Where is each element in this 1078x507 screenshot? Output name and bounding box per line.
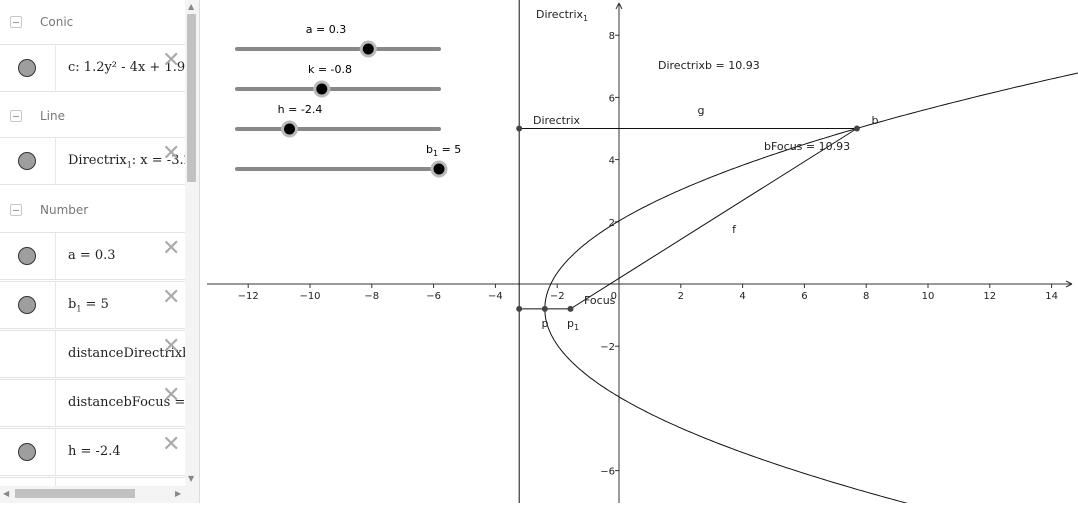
visibility-toggle-icon[interactable]	[18, 152, 36, 170]
x-tick-label: 10	[922, 291, 935, 302]
point-directrix-foot[interactable]	[516, 305, 523, 312]
graphics-view[interactable]: −12 −10 −8 −6 −4 −2 2 4 6 8 10 12 14 0 −6 −2 2 4 6 8 Directr…	[200, 0, 1078, 507]
algebra-row-conic-c[interactable]: c: 1.2y² - 4x + 1.92 ✕	[0, 44, 185, 92]
delete-icon[interactable]: ✕	[162, 334, 181, 359]
slider-knob[interactable]	[430, 160, 448, 178]
category-line[interactable]: Line	[0, 94, 185, 139]
slider-knob[interactable]	[313, 80, 331, 98]
label-directrixb: Directrixb = 10.93	[658, 59, 760, 72]
visibility-toggle-icon[interactable]	[18, 296, 36, 314]
category-number[interactable]: Number	[0, 188, 185, 233]
algebra-expression[interactable]: Directrix1: x = -3.23	[68, 153, 185, 170]
label-directrix1: Directrix1	[536, 8, 588, 23]
point-b[interactable]	[853, 125, 860, 132]
conic-parabola[interactable]	[544, 1, 1078, 507]
origin-label: 0	[611, 291, 617, 302]
label-focus: Focus	[584, 294, 616, 307]
x-tick-label: 4	[739, 291, 745, 302]
point-focus[interactable]	[567, 305, 574, 312]
x-tick-label: −2	[550, 291, 565, 302]
x-tick-label: 14	[1045, 291, 1058, 302]
slider-k[interactable]: k = -0.8	[235, 63, 441, 98]
x-tick-label: 2	[678, 291, 684, 302]
visibility-toggle-icon[interactable]	[18, 59, 36, 77]
scroll-left-icon[interactable]: ◀	[3, 489, 10, 498]
algebra-expression[interactable]: distancebFocus = 10.93	[68, 395, 185, 410]
point-vertex[interactable]	[541, 305, 548, 312]
collapse-icon[interactable]	[10, 16, 22, 28]
scroll-up-icon[interactable]: ▲	[188, 2, 195, 11]
delete-icon[interactable]: ✕	[162, 48, 181, 73]
algebra-expression[interactable]: b1 = 5	[68, 297, 109, 314]
slider-knob[interactable]	[281, 120, 298, 138]
algebra-expression[interactable]: distanceDirectrixb = 10.93	[68, 346, 185, 361]
category-conic[interactable]: Conic	[0, 0, 185, 45]
algebra-row-b1[interactable]: b1 = 5 ✕	[0, 281, 185, 329]
algebra-row-distance-b-focus[interactable]: distancebFocus = 10.93 ✕	[0, 379, 185, 427]
slider-b1-label: b1 = 5	[426, 143, 461, 158]
y-tick-label: −6	[600, 467, 615, 478]
delete-icon[interactable]: ✕	[162, 285, 181, 310]
collapse-icon[interactable]	[10, 204, 22, 216]
visibility-toggle-icon[interactable]	[18, 247, 36, 265]
algebra-row-a[interactable]: a = 0.3 ✕	[0, 232, 185, 280]
category-label: Conic	[40, 15, 74, 29]
x-tick-label: −12	[238, 291, 259, 302]
visibility-toggle-icon[interactable]	[18, 443, 36, 461]
algebra-row-h[interactable]: h = -2.4 ✕	[0, 428, 185, 476]
horizontal-scroll-thumb[interactable]	[15, 489, 135, 498]
slider-k-label: k = -0.8	[308, 63, 352, 76]
label-p1: p1	[567, 317, 579, 332]
y-tick-label: 6	[609, 93, 615, 104]
algebra-row-directrix[interactable]: Directrix1: x = -3.23 ✕	[0, 137, 185, 185]
x-tick-label: −6	[426, 291, 441, 302]
label-p: p	[542, 317, 549, 330]
y-tick-label: 2	[609, 218, 615, 229]
algebra-row-distance-directrix-b[interactable]: distanceDirectrixb = 10.93 ✕	[0, 330, 185, 378]
x-tick-label: −8	[364, 291, 379, 302]
x-tick-label: −10	[299, 291, 320, 302]
x-tick-label: 12	[983, 291, 996, 302]
delete-icon[interactable]: ✕	[162, 236, 181, 261]
delete-icon[interactable]: ✕	[162, 141, 181, 166]
slider-a-label: a = 0.3	[306, 23, 346, 36]
scroll-down-icon[interactable]: ▼	[188, 474, 195, 483]
delete-icon[interactable]: ✕	[162, 383, 181, 408]
label-bfocus: bFocus = 10.93	[764, 140, 850, 153]
graphics-canvas[interactable]: −12 −10 −8 −6 −4 −2 2 4 6 8 10 12 14 0 −6 −2 2 4 6 8 Directr…	[200, 0, 1078, 507]
label-g: g	[698, 104, 705, 117]
algebra-expression[interactable]: h = -2.4	[68, 444, 121, 459]
label-f: f	[732, 223, 737, 236]
slider-knob[interactable]	[359, 40, 377, 58]
slider-h-label: h = -2.4	[278, 103, 323, 116]
slider-h[interactable]: h = -2.4	[235, 103, 441, 138]
slider-a[interactable]: a = 0.3	[235, 23, 441, 58]
collapse-icon[interactable]	[10, 110, 22, 122]
x-tick-label: 6	[801, 291, 807, 302]
category-label: Line	[40, 109, 66, 123]
algebra-expression[interactable]: c: 1.2y² - 4x + 1.92	[68, 60, 185, 75]
segment-f[interactable]	[570, 128, 858, 310]
label-b: b	[872, 114, 879, 127]
x-tick-label: −4	[488, 291, 503, 302]
category-label: Number	[40, 203, 89, 217]
y-axis-arrow-icon	[615, 2, 623, 10]
slider-b1[interactable]: b1 = 5	[235, 143, 461, 178]
label-directrix: Directrix	[533, 114, 581, 127]
scroll-right-icon[interactable]: ▶	[175, 489, 182, 498]
algebra-expression[interactable]: a = 0.3	[68, 248, 116, 263]
x-tick-label: 8	[863, 291, 869, 302]
vertical-scroll-thumb[interactable]	[187, 14, 196, 182]
y-tick-label: −2	[600, 342, 615, 353]
delete-icon[interactable]: ✕	[162, 432, 181, 457]
y-tick-label: 4	[609, 156, 615, 167]
y-tick-label: 8	[609, 31, 615, 42]
x-axis-arrow-icon	[1065, 280, 1073, 288]
point-directrix[interactable]	[516, 125, 523, 132]
algebra-view: Conic c: 1.2y² - 4x + 1.92 ✕ Line Direct…	[0, 0, 200, 503]
